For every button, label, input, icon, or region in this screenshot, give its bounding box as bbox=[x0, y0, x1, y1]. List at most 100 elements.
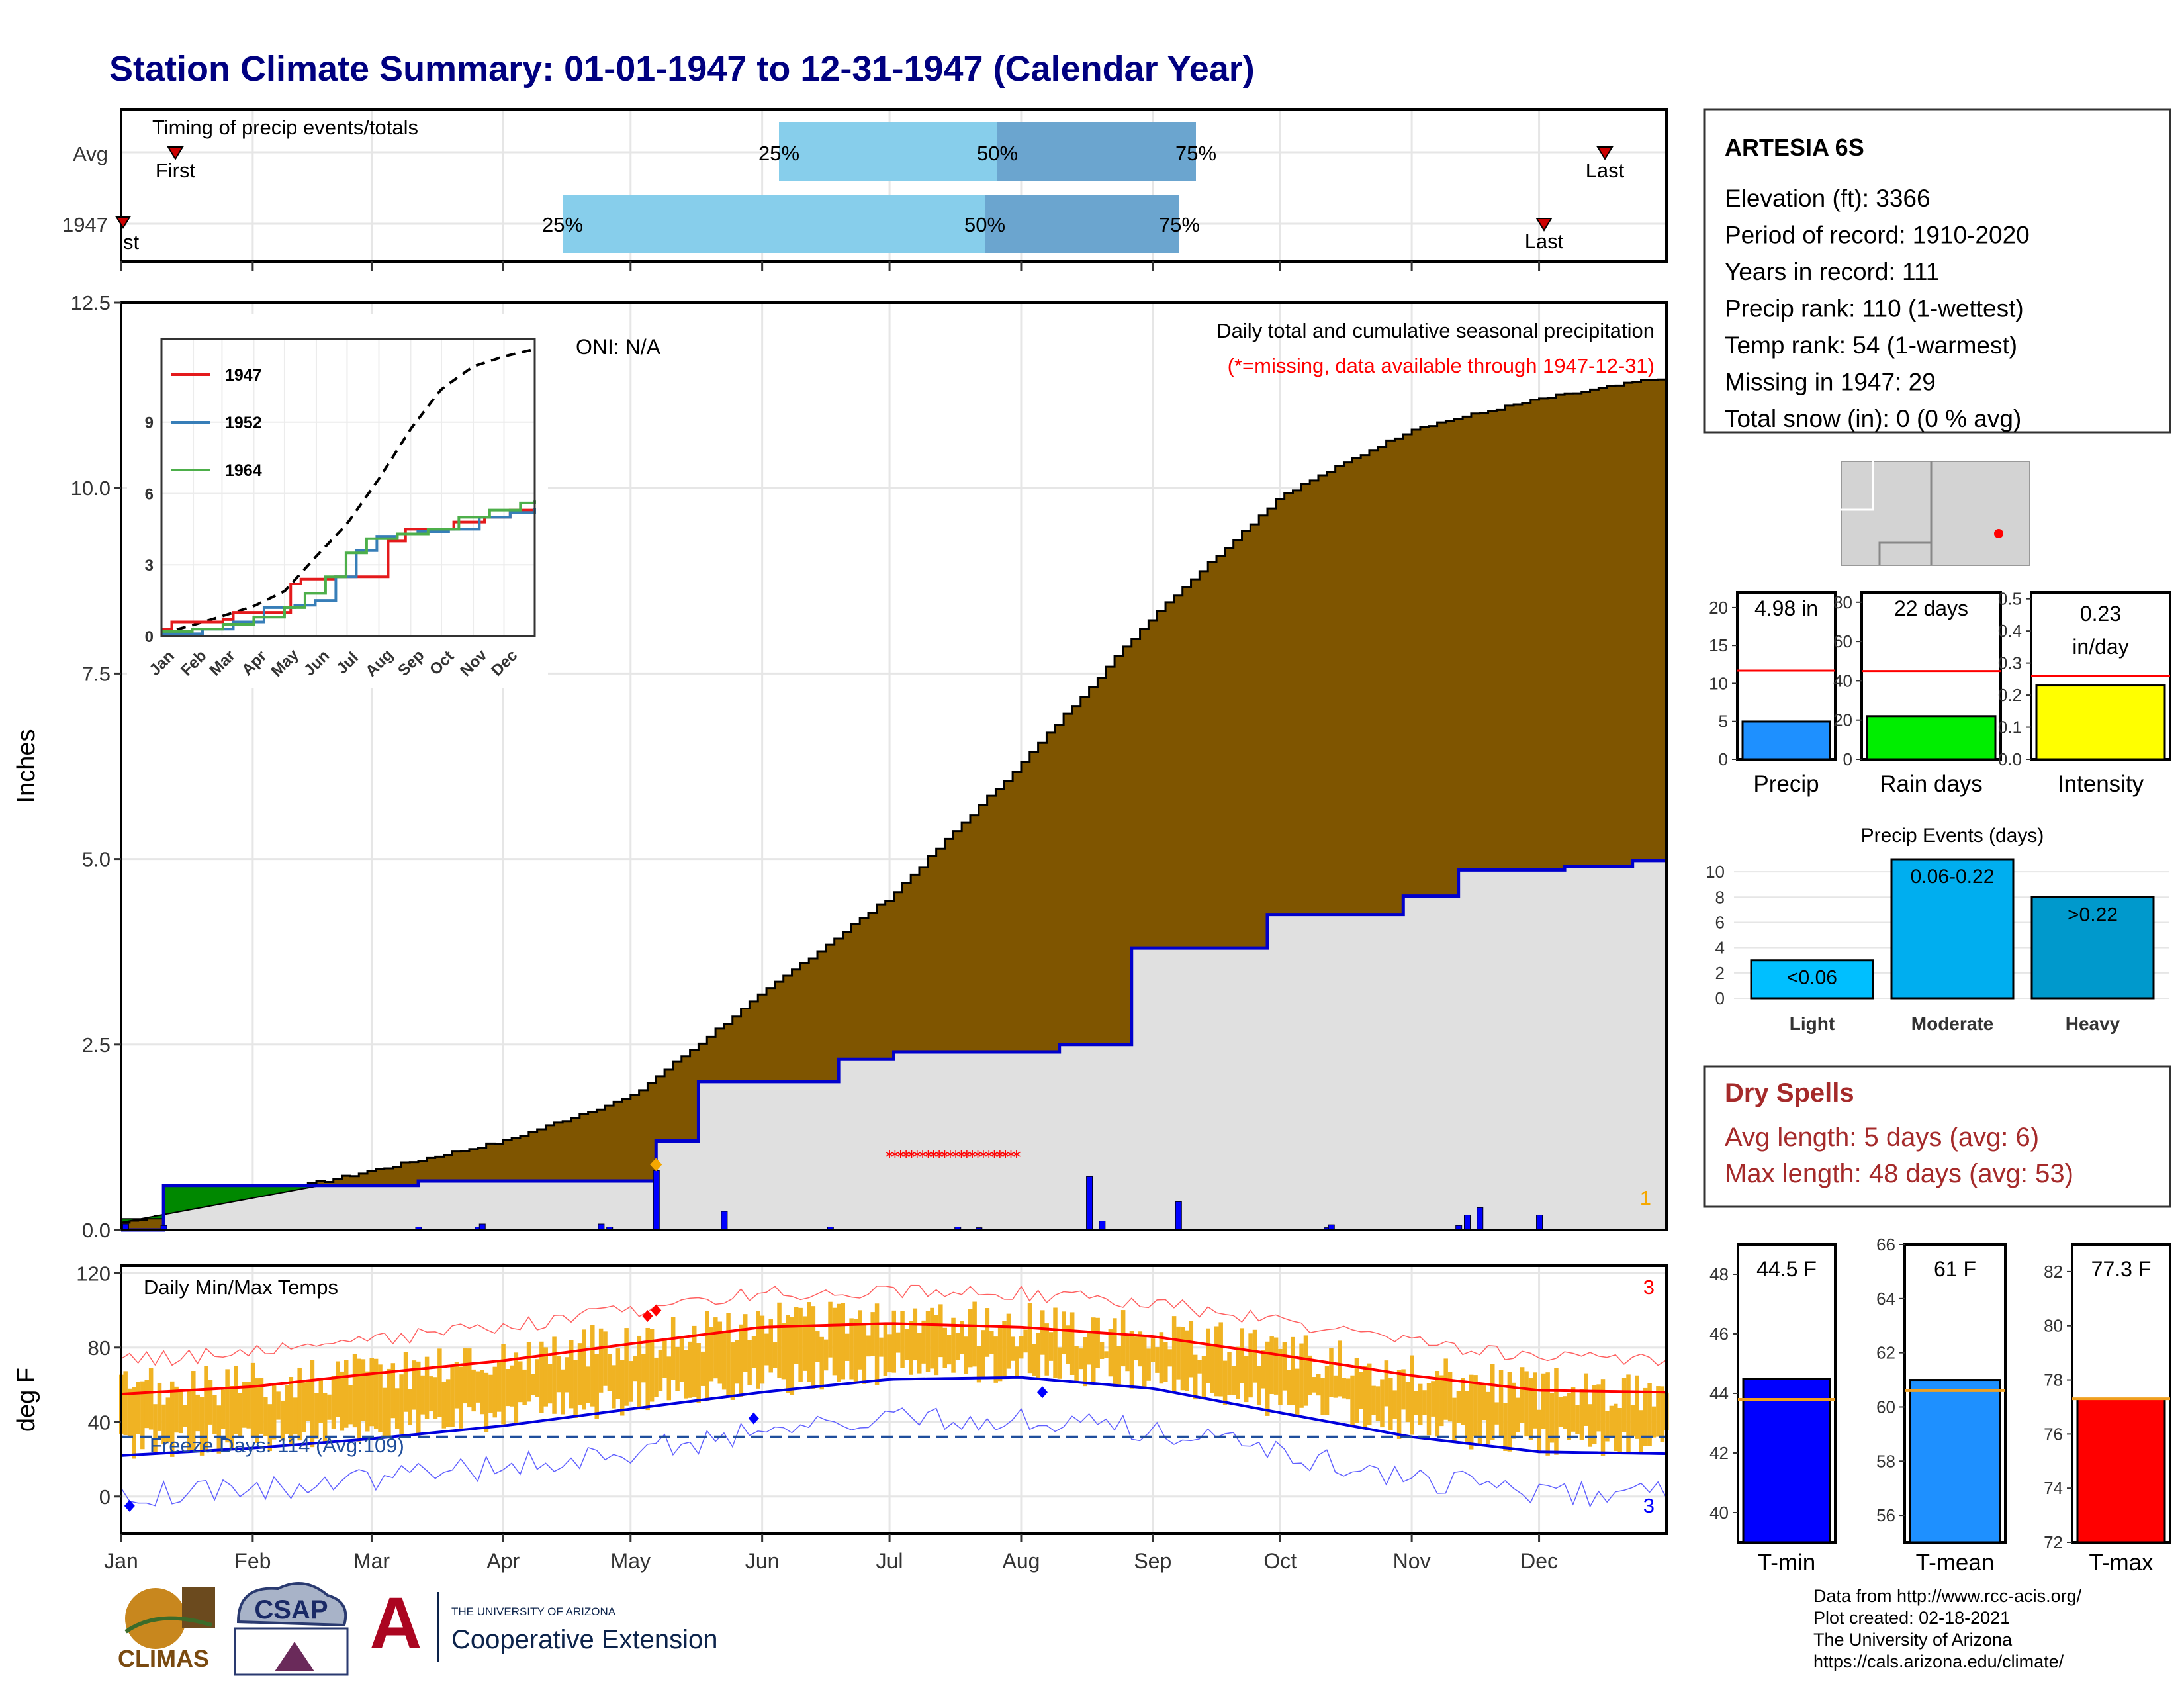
daily-temp-range-bar bbox=[1048, 1332, 1054, 1361]
daily-temp-range-bar bbox=[1257, 1366, 1261, 1406]
mini-tick-label: 60 bbox=[1876, 1397, 1895, 1417]
daily-temp-range-bar bbox=[760, 1315, 765, 1384]
y1947-75-label: 75% bbox=[1159, 213, 1200, 236]
daily-temp-range-bar bbox=[1524, 1371, 1529, 1437]
daily-temp-range-bar bbox=[1494, 1402, 1499, 1425]
daily-temp-range-bar bbox=[1443, 1358, 1448, 1420]
daily-temp-range-bar bbox=[739, 1324, 744, 1397]
mini-tick-label: 58 bbox=[1876, 1451, 1895, 1471]
record-low-marker-icon bbox=[748, 1412, 759, 1425]
daily-temp-range-bar bbox=[1651, 1406, 1657, 1438]
daily-temp-range-bar bbox=[1435, 1370, 1440, 1437]
daily-temp-range-bar bbox=[183, 1405, 187, 1427]
daily-temp-range-bar bbox=[1422, 1390, 1427, 1415]
daily-temp-range-bar bbox=[1236, 1346, 1240, 1400]
daily-temp-range-bar bbox=[717, 1321, 722, 1384]
daily-temp-range-bar bbox=[798, 1307, 803, 1382]
daily-temp-range-bar bbox=[433, 1377, 438, 1419]
inset-legend-label: 1964 bbox=[225, 461, 262, 480]
missing-marker-icon: * bbox=[896, 1147, 905, 1168]
mini-tick-label: 20 bbox=[1833, 710, 1852, 730]
y-tick-label: 10.0 bbox=[71, 477, 111, 500]
mini-tick-label: 10 bbox=[1709, 673, 1728, 693]
year-cumulative-area bbox=[121, 860, 1666, 1230]
daily-temp-range-bar bbox=[1512, 1382, 1516, 1439]
daily-temp-range-bar bbox=[582, 1329, 586, 1410]
daily-temp-range-bar bbox=[700, 1351, 705, 1386]
map-border bbox=[1878, 541, 1931, 565]
daily-temp-range-bar bbox=[786, 1315, 790, 1393]
missing-marker-icon: * bbox=[918, 1147, 927, 1168]
temp-ylabel: deg F bbox=[13, 1368, 40, 1432]
station-box bbox=[1703, 108, 2171, 434]
daily-temp-range-bar bbox=[807, 1302, 811, 1382]
daily-temp-range-bar bbox=[1354, 1358, 1359, 1423]
daily-precip-bar bbox=[1477, 1207, 1484, 1231]
daily-temp-range-bar bbox=[1146, 1348, 1151, 1381]
daily-temp-range-bar bbox=[246, 1382, 251, 1429]
daily-temp-range-bar bbox=[1461, 1378, 1465, 1425]
missing-marker-icon: * bbox=[990, 1147, 999, 1168]
daily-temp-range-bar bbox=[123, 1371, 128, 1435]
daily-temp-range-bar bbox=[1316, 1374, 1321, 1396]
daily-temp-range-bar bbox=[1150, 1338, 1156, 1362]
daily-temp-range-bar bbox=[445, 1379, 451, 1427]
daily-temp-range-bar bbox=[696, 1343, 701, 1403]
daily-temp-range-bar bbox=[692, 1325, 697, 1397]
daily-temp-range-bar bbox=[310, 1360, 315, 1448]
daily-temp-range-bar bbox=[450, 1366, 455, 1427]
ua-small-text: THE UNIVERSITY OF ARIZONA bbox=[451, 1605, 616, 1618]
daily-temp-range-bar bbox=[577, 1343, 582, 1405]
first-marker-icon bbox=[167, 146, 184, 160]
daily-temp-range-bar bbox=[357, 1358, 361, 1442]
mini-tick-label: 0.4 bbox=[1998, 621, 2022, 641]
mini-tick-label: 74 bbox=[2044, 1478, 2063, 1498]
daily-temp-range-bar bbox=[802, 1316, 807, 1371]
daily-temp-range-bar bbox=[216, 1405, 222, 1454]
y-tick-label: 7.5 bbox=[82, 662, 111, 685]
daily-temp-range-bar bbox=[1350, 1375, 1355, 1427]
daily-temp-range-bar bbox=[174, 1386, 179, 1433]
daily-temp-range-bar bbox=[1635, 1375, 1639, 1439]
row-label-avg: Avg bbox=[73, 142, 108, 165]
daily-temp-range-bar bbox=[531, 1374, 535, 1395]
daily-temp-range-bar bbox=[212, 1395, 217, 1434]
daily-temp-range-bar bbox=[628, 1361, 633, 1402]
mini-axis-label: Intensity bbox=[2058, 771, 2144, 797]
last-label: Last bbox=[1586, 159, 1625, 182]
daily-temp-range-bar bbox=[866, 1335, 871, 1357]
daily-temp-range-bar bbox=[862, 1323, 867, 1384]
daily-temp-range-bar bbox=[153, 1404, 158, 1455]
daily-temp-range-bar bbox=[1074, 1346, 1079, 1382]
daily-temp-range-bar bbox=[930, 1307, 934, 1369]
daily-temp-range-bar bbox=[823, 1339, 829, 1371]
daily-temp-range-bar bbox=[441, 1381, 447, 1429]
daily-temp-range-bar bbox=[679, 1336, 684, 1382]
daily-temp-range-bar bbox=[1359, 1372, 1363, 1409]
climas-logo-icon bbox=[124, 1616, 212, 1634]
precip-frame bbox=[120, 301, 1668, 1231]
daily-temp-range-bar bbox=[1600, 1379, 1606, 1456]
daily-temp-range-bar bbox=[904, 1329, 909, 1360]
daily-temp-range-bar bbox=[764, 1333, 769, 1366]
missing-marker-icon: * bbox=[885, 1147, 894, 1168]
daily-temp-range-bar bbox=[841, 1303, 846, 1380]
daily-temp-range-bar bbox=[1222, 1360, 1228, 1405]
daily-temp-range-bar bbox=[1057, 1347, 1062, 1379]
max-count-label: 3 bbox=[1643, 1276, 1655, 1299]
events-tick-label: 4 bbox=[1715, 938, 1725, 958]
daily-temp-range-bar bbox=[781, 1323, 786, 1380]
mini-tick-label: 62 bbox=[1876, 1343, 1895, 1363]
daily-temp-range-bar bbox=[1240, 1328, 1245, 1383]
avg-25-label: 25% bbox=[758, 142, 799, 165]
daily-temp-range-bar bbox=[615, 1348, 621, 1399]
daily-precip-bar bbox=[1099, 1221, 1106, 1231]
daily-temp-range-bar bbox=[837, 1303, 841, 1382]
daily-temp-range-bar bbox=[985, 1308, 990, 1357]
daily-temp-range-bar bbox=[552, 1336, 557, 1414]
daily-temp-range-bar bbox=[1197, 1360, 1202, 1374]
inset-series-line bbox=[161, 500, 536, 633]
y-tick-label: 12.5 bbox=[71, 291, 111, 314]
daily-temp-range-bar bbox=[250, 1362, 255, 1438]
daily-temp-range-bar bbox=[369, 1358, 374, 1427]
